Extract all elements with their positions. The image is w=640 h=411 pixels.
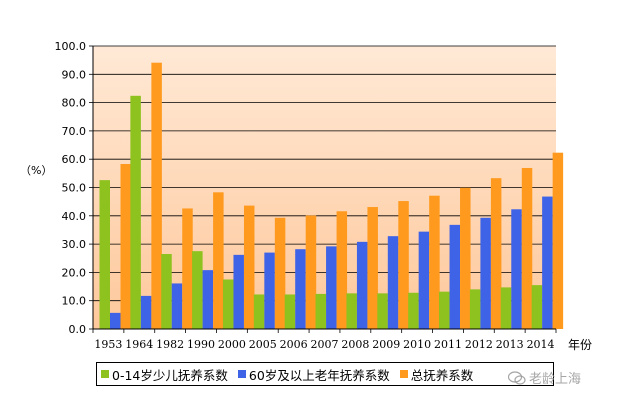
legend-label: 0-14岁少儿抚养系数 [112,367,228,383]
bar-series-3 [151,62,162,330]
bar-series-1 [377,293,388,329]
bar-series-2 [202,270,214,329]
y-tick-label: 100.0 [55,40,87,53]
x-tick-label: 2009 [372,338,400,351]
bar-series-1 [531,285,543,329]
axes: 0.0 10.0 20.0 30.0 40.0 50.0 60.0 70.0 80.0 90.0 1… [55,40,557,351]
bar-series-3 [398,201,409,329]
bar-series-3 [367,207,378,329]
x-tick-label: 1953 [94,338,122,351]
x-tick-label: 2006 [280,338,308,351]
bar-series-2 [140,295,152,329]
y-tick-label: 0.0 [69,323,87,336]
legend-label: 总抚养系数 [410,367,474,383]
bar-series-2 [511,209,522,329]
bar-series-3 [120,164,131,329]
legend-swatch [237,370,246,378]
bar-series-1 [315,293,327,329]
x-tick-label: 2014 [527,338,555,351]
bar-series-2 [387,236,399,329]
legend: 0-14岁少儿抚养系数 60岁及以上老年抚养系数 总抚养系数 [96,362,554,386]
bar-series-1 [99,180,110,329]
x-tick-label: 1990 [187,338,215,351]
bar-series-1 [346,293,357,329]
bar-series-1 [284,294,296,329]
x-tick-label: 1982 [156,338,184,351]
bars [99,62,564,330]
legend-swatch [101,370,109,378]
x-axis-label: 年份 [568,338,592,352]
bar-series-2 [418,231,430,329]
bar-series-1 [469,289,481,329]
bar-series-3 [490,178,502,329]
x-tick-label: 1964 [125,338,153,351]
bar-series-3 [336,211,348,329]
legend-item: 60岁及以上老年抚养系数 [237,365,390,384]
bar-series-2 [326,246,337,329]
bar-series-1 [161,254,172,329]
bar-series-1 [408,292,419,329]
x-tick-label: 2000 [218,338,246,351]
bar-series-3 [460,187,471,329]
x-tick-label: 2011 [434,338,462,351]
bar-series-1 [253,294,265,329]
bar-series-2 [480,217,491,329]
bar-series-1 [439,291,450,329]
y-tick-label: 40.0 [62,210,87,223]
y-tick-label: 50.0 [62,182,87,195]
bar-series-3 [305,215,317,329]
bar-series-3 [182,208,193,329]
bar-series-2 [295,249,306,329]
bar-series-3 [521,167,533,329]
bar-series-1 [222,279,234,329]
y-tick-label: 10.0 [62,295,87,308]
grid-lines [93,45,556,302]
y-tick-label: 90.0 [62,68,87,81]
legend-swatch [399,370,408,378]
legend-label: 60岁及以上老年抚养系数 [248,367,390,383]
bar-series-1 [130,95,141,329]
x-tick-label: 2012 [465,338,493,351]
bar-series-3 [243,205,255,329]
x-tick-label: 2010 [403,338,431,351]
y-tick-label: 20.0 [62,266,87,279]
bar-series-2 [542,196,553,329]
y-tick-label: 70.0 [62,125,87,138]
x-tick-label: 2008 [341,338,369,351]
bar-series-1 [500,287,512,329]
bar-series-2 [449,224,461,329]
bar-series-1 [192,251,203,329]
bar-series-3 [429,195,440,329]
y-tick-label: 30.0 [62,238,87,251]
x-tick-label: 2013 [496,338,524,351]
x-tick-label: 2005 [249,338,277,351]
bar-series-2 [264,252,275,329]
bar-series-2 [356,241,368,329]
legend-item: 0-14岁少儿抚养系数 [101,365,228,384]
bar-series-2 [110,312,121,329]
bar-series-3 [213,192,224,329]
x-tick-label: 2007 [311,338,339,351]
bar-series-2 [233,254,244,329]
y-axis-label: （%） [20,164,52,177]
legend-item: 总抚养系数 [399,365,474,384]
y-tick-label: 80.0 [62,97,87,110]
bar-series-2 [171,283,183,329]
bar-series-3 [274,217,286,329]
y-tick-label: 60.0 [62,153,87,166]
bar-series-3 [552,152,564,329]
